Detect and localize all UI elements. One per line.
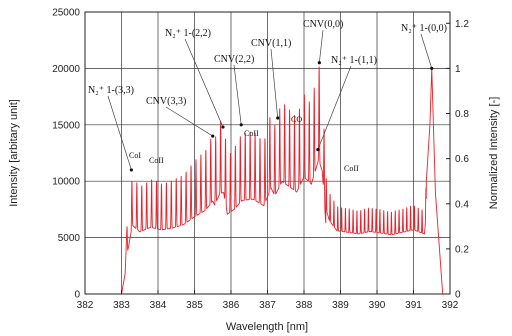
- x-tick-label: 385: [186, 300, 203, 311]
- annotation-leader: [318, 29, 324, 63]
- y-left-tick-label: 25000: [52, 8, 80, 19]
- left-y-axis-label: Intensity [arbitary unit]: [8, 99, 20, 207]
- annotation-label: N₂⁺ 1-(0,0): [401, 23, 447, 34]
- y-left-tick-label: 10000: [52, 177, 80, 188]
- annotation-leader: [107, 95, 132, 171]
- spectrum-line: [85, 66, 450, 295]
- annotation-leader: [270, 48, 279, 119]
- annotations: N₂⁺ 1-(3,3) CNV(3,3) N₂⁺ 1-(2,2) CNV(2,2) CN…: [88, 19, 447, 173]
- annotation-leader: [420, 33, 433, 69]
- y-right-tick-label: 0.4: [455, 199, 469, 210]
- x-axis-label: Wavelength [nm]: [226, 321, 308, 333]
- y-right-tick-label: 0.2: [455, 244, 469, 255]
- annotation-label: CNV(2,2): [214, 54, 254, 65]
- annotation-peak-dot: [316, 148, 320, 152]
- x-tick-label: 390: [369, 300, 386, 311]
- annotation-peak-dot: [276, 116, 280, 120]
- y-left-tick-label: 15000: [52, 120, 80, 131]
- y-left-tick-label: 5000: [58, 233, 81, 244]
- left-y-axis-ticks: 0 5000 10000 15000 20000 25000: [52, 8, 80, 301]
- y-right-tick-label: 1.2: [455, 19, 469, 30]
- x-tick-label: 389: [332, 300, 349, 311]
- annotation-leaders: [107, 29, 434, 172]
- x-tick-label: 387: [259, 300, 276, 311]
- annotation-label: N₂⁺ 1-(3,3): [88, 85, 134, 96]
- right-y-axis-ticks: 0 0.2 0.4 0.6 0.8 1 1.2: [446, 19, 469, 301]
- y-right-tick-label: 0: [455, 290, 461, 301]
- annotation-peak-dot: [430, 66, 434, 70]
- right-y-axis-label: Normalized Intensity [-]: [488, 97, 500, 209]
- annotation-leader: [233, 64, 242, 125]
- x-tick-label: 384: [150, 300, 167, 311]
- annotation-label: CNV(0,0): [303, 19, 343, 30]
- annotation-peak-dot: [221, 125, 225, 129]
- annotation-leader: [317, 65, 352, 150]
- y-right-tick-label: 1: [455, 64, 461, 75]
- y-left-tick-label: 0: [74, 290, 80, 301]
- annotation-label: CNV(3,3): [146, 96, 186, 107]
- spectrum-series: [85, 66, 450, 295]
- annotation-label: CoII: [244, 129, 259, 138]
- annotation-label: N₂⁺ 1-(2,2): [165, 28, 211, 39]
- x-tick-label: 388: [296, 300, 313, 311]
- x-tick-label: 391: [405, 300, 422, 311]
- annotation-peak-dot: [211, 134, 215, 138]
- annotation-peak-dot: [317, 61, 321, 65]
- y-right-tick-label: 0.8: [455, 109, 469, 120]
- annotation-label: CoII: [344, 164, 359, 173]
- annotation-label: CO: [291, 115, 302, 124]
- x-tick-label: 383: [113, 300, 130, 311]
- annotation-leader: [184, 38, 224, 128]
- x-tick-label: 382: [77, 300, 94, 311]
- x-tick-label: 386: [223, 300, 240, 311]
- annotation-label: CoI: [129, 151, 141, 160]
- annotation-label: CoII: [149, 156, 164, 165]
- annotation-peak-dot: [239, 123, 243, 127]
- x-axis-ticks: 382 383 384 385 386 387 388 389 390 391 392: [77, 290, 459, 311]
- y-right-tick-label: 0.6: [455, 154, 469, 165]
- annotation-label: N₂⁺ 1-(1,1): [331, 55, 377, 66]
- annotation-label: CNV(1,1): [251, 38, 291, 49]
- annotation-leader: [165, 106, 213, 137]
- y-left-tick-label: 20000: [52, 64, 80, 75]
- annotation-peak-dot: [129, 168, 133, 172]
- x-tick-label: 392: [442, 300, 459, 311]
